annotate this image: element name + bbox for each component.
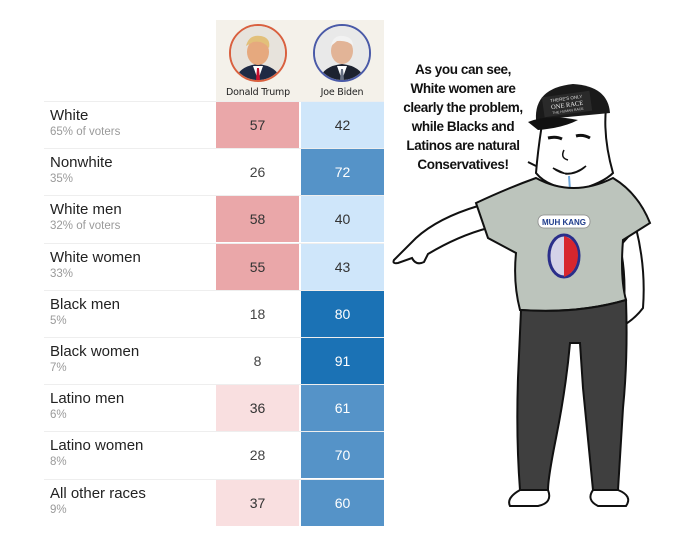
- group-label: White women: [50, 248, 141, 266]
- group-share: 7%: [50, 361, 67, 374]
- biden-percentage-cell: 40: [301, 196, 384, 243]
- table-row: White men 32% of voters 58 40: [44, 195, 384, 243]
- table-row: White women 33% 55 43: [44, 242, 384, 290]
- group-share: 6%: [50, 409, 67, 422]
- group-share: 32% of voters: [50, 220, 121, 233]
- biden-percentage-cell: 43: [301, 243, 384, 290]
- quote-line: clearly the problem,: [403, 100, 523, 115]
- trump-percentage-cell: 26: [216, 149, 299, 196]
- group-share: 35%: [50, 173, 74, 186]
- hat-text-line: THE HUMAN RACE: [552, 107, 584, 115]
- wojak-illustration: THERE'S ONLY ONE RACE THE HUMAN RACE MUH…: [392, 84, 652, 507]
- biden-percentage-cell: 80: [301, 290, 384, 337]
- quote-line: As you can see,: [414, 62, 512, 77]
- exit-poll-table: White 65% of voters 57 42 Nonwhite 35% 26 72 Whi…: [44, 101, 384, 526]
- quote-line: White women are: [410, 81, 516, 96]
- biden-percentage-cell: 70: [301, 432, 384, 479]
- biden-portrait-icon: [313, 24, 371, 82]
- group-share: 8%: [50, 456, 67, 469]
- wojak-foot-right: [589, 489, 630, 507]
- biden-percentage-cell: 91: [301, 337, 384, 384]
- group-label: Black men: [50, 295, 121, 313]
- trump-percentage-cell: 58: [216, 196, 299, 243]
- biden-percentage-cell: 42: [301, 102, 384, 148]
- group-label: Nonwhite: [50, 154, 113, 172]
- group-share: 9%: [50, 503, 67, 516]
- trump-percentage-cell: 37: [216, 479, 299, 526]
- meme-quote: As you can see, White women are clearly …: [398, 60, 528, 174]
- biden-percentage-cell: 60: [301, 479, 384, 526]
- trump-percentage-cell: 57: [216, 102, 299, 148]
- trump-percentage-cell: 55: [216, 243, 299, 290]
- group-label: White: [50, 107, 89, 124]
- quote-line: while Blacks and: [411, 119, 515, 134]
- table-row: Black women 7% 8 91: [44, 336, 384, 384]
- group-share: 65% of voters: [50, 126, 121, 138]
- table-row: All other races 9% 37 60: [44, 478, 384, 526]
- table-row: White 65% of voters 57 42: [44, 101, 384, 148]
- group-share: 5%: [50, 314, 67, 327]
- trump-percentage-cell: 28: [216, 432, 299, 479]
- quote-line: Latinos are natural: [406, 138, 520, 153]
- wojak-foot-left: [508, 489, 551, 507]
- group-label: Black women: [50, 342, 140, 360]
- trump-percentage-cell: 8: [216, 337, 299, 384]
- hat-text-line: ONE RACE: [551, 100, 584, 111]
- trump-percentage-cell: 18: [216, 290, 299, 337]
- group-label: White men: [50, 201, 122, 219]
- quote-line: Conservatives!: [417, 157, 509, 172]
- candidate-trump: Donald Trump: [216, 24, 300, 98]
- wojak-pointing-arm: [392, 204, 490, 265]
- trump-portrait-icon: [229, 24, 287, 82]
- group-share: 33%: [50, 267, 74, 280]
- group-label: All other races: [50, 484, 146, 502]
- table-row: Nonwhite 35% 26 72: [44, 148, 384, 196]
- shirt-print: MUH KANG: [537, 214, 591, 279]
- candidate-name: Donald Trump: [226, 87, 290, 98]
- shirt-text: MUH KANG: [542, 218, 586, 227]
- biden-percentage-cell: 61: [301, 385, 384, 432]
- group-label: Latino men: [50, 390, 125, 408]
- table-row: Black men 5% 18 80: [44, 289, 384, 337]
- trump-percentage-cell: 36: [216, 385, 299, 432]
- candidate-biden: Joe Biden: [300, 24, 384, 98]
- group-label: Latino women: [50, 437, 144, 455]
- table-row: Latino men 6% 36 61: [44, 384, 384, 432]
- table-row: Latino women 8% 28 70: [44, 431, 384, 479]
- biden-percentage-cell: 72: [301, 149, 384, 196]
- hat-text-line: THERE'S ONLY: [550, 94, 583, 103]
- candidate-name: Joe Biden: [320, 87, 364, 98]
- hat-icon: THERE'S ONLY ONE RACE THE HUMAN RACE: [528, 84, 610, 130]
- wojak-pants: [516, 298, 628, 491]
